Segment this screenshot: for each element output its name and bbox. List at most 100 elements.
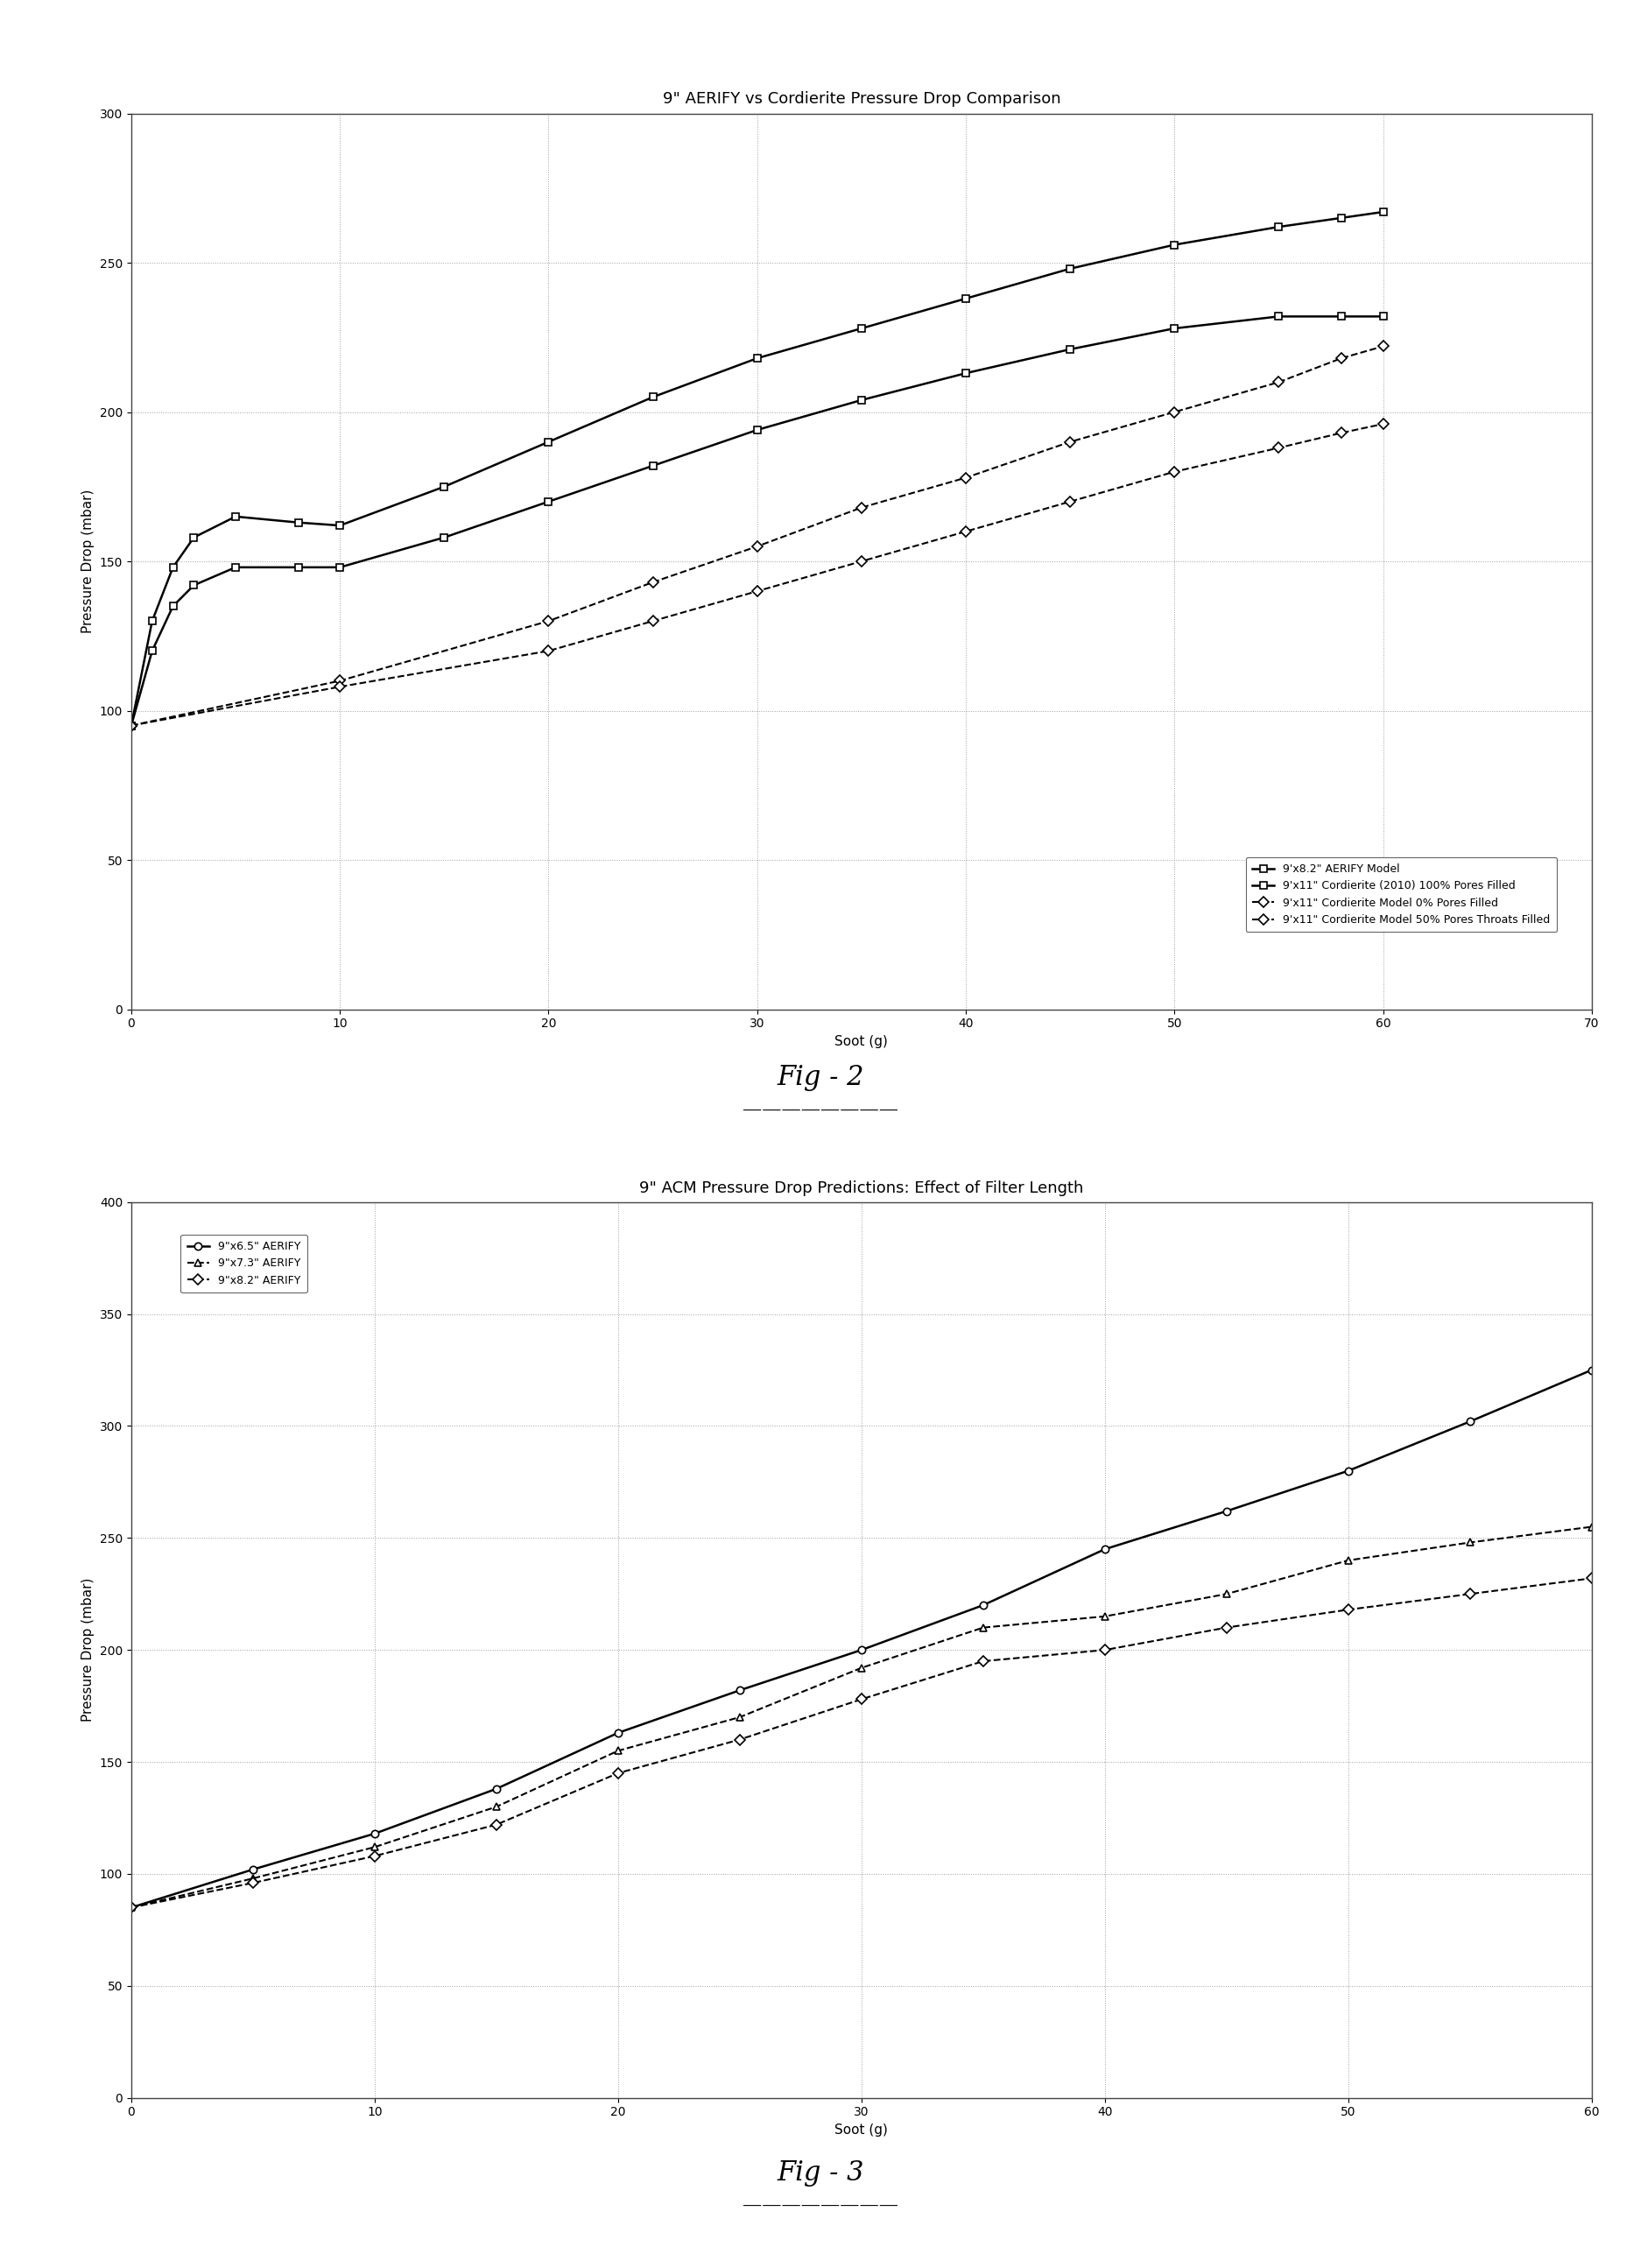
9'x11" Cordierite Model 50% Pores Throats Filled bbox=[956, 517, 976, 544]
Title: 9" ACM Pressure Drop Predictions: Effect of Filter Length: 9" ACM Pressure Drop Predictions: Effect… bbox=[640, 1179, 1082, 1195]
9'x11" Cordierite Model 0% Pores Filled bbox=[1164, 399, 1184, 426]
9'x11" Cordierite (2010) 100% Pores Filled bbox=[435, 524, 454, 551]
9"x7.3" AERIFY bbox=[1460, 1529, 1479, 1556]
9'x11" Cordierite Model 0% Pores Filled bbox=[1330, 345, 1350, 372]
X-axis label: Soot (g): Soot (g) bbox=[835, 2123, 887, 2136]
9"x8.2" AERIFY bbox=[973, 1647, 992, 1674]
X-axis label: Soot (g): Soot (g) bbox=[835, 1034, 887, 1048]
9'x11" Cordierite (2010) 100% Pores Filled bbox=[538, 488, 558, 515]
9"x6.5" AERIFY bbox=[608, 1719, 628, 1746]
9"x8.2" AERIFY bbox=[851, 1685, 871, 1712]
9'x11" Cordierite Model 0% Pores Filled bbox=[643, 569, 663, 596]
9'x8.2" AERIFY Model bbox=[435, 474, 454, 501]
9"x6.5" AERIFY bbox=[1338, 1456, 1358, 1483]
9'x11" Cordierite Model 50% Pores Throats Filled bbox=[330, 674, 349, 701]
9'x8.2" AERIFY Model bbox=[1268, 213, 1287, 240]
Line: 9"x8.2" AERIFY: 9"x8.2" AERIFY bbox=[128, 1574, 1594, 1912]
Y-axis label: Pressure Drop (mbar): Pressure Drop (mbar) bbox=[82, 1579, 95, 1721]
9'x11" Cordierite (2010) 100% Pores Filled bbox=[184, 572, 203, 599]
9'x11" Cordierite (2010) 100% Pores Filled bbox=[1268, 304, 1287, 331]
9'x11" Cordierite Model 50% Pores Throats Filled bbox=[746, 578, 766, 606]
9'x8.2" AERIFY Model bbox=[1373, 197, 1392, 225]
9"x6.5" AERIFY bbox=[121, 1894, 141, 1921]
9'x8.2" AERIFY Model bbox=[538, 429, 558, 456]
9'x11" Cordierite (2010) 100% Pores Filled bbox=[289, 553, 308, 581]
9"x8.2" AERIFY bbox=[364, 1842, 384, 1869]
Legend: 9"x6.5" AERIFY, 9"x7.3" AERIFY, 9"x8.2" AERIFY: 9"x6.5" AERIFY, 9"x7.3" AERIFY, 9"x8.2" … bbox=[180, 1234, 307, 1293]
9"x6.5" AERIFY bbox=[485, 1776, 505, 1803]
Line: 9'x11" Cordierite (2010) 100% Pores Filled: 9'x11" Cordierite (2010) 100% Pores Fill… bbox=[128, 313, 1386, 730]
9"x8.2" AERIFY bbox=[1094, 1637, 1114, 1665]
9'x8.2" AERIFY Model bbox=[184, 524, 203, 551]
9'x8.2" AERIFY Model bbox=[643, 383, 663, 411]
9'x8.2" AERIFY Model bbox=[121, 712, 141, 739]
9"x7.3" AERIFY bbox=[973, 1615, 992, 1642]
9"x7.3" AERIFY bbox=[485, 1794, 505, 1821]
9'x11" Cordierite Model 0% Pores Filled bbox=[851, 494, 871, 522]
9'x8.2" AERIFY Model bbox=[330, 513, 349, 540]
9'x11" Cordierite Model 50% Pores Throats Filled bbox=[1164, 458, 1184, 485]
Line: 9"x7.3" AERIFY: 9"x7.3" AERIFY bbox=[128, 1524, 1594, 1912]
9"x7.3" AERIFY bbox=[364, 1833, 384, 1860]
9'x11" Cordierite Model 50% Pores Throats Filled bbox=[1059, 488, 1079, 515]
9'x8.2" AERIFY Model bbox=[162, 553, 182, 581]
Line: 9'x8.2" AERIFY Model: 9'x8.2" AERIFY Model bbox=[128, 209, 1386, 730]
9'x11" Cordierite (2010) 100% Pores Filled bbox=[851, 386, 871, 413]
9'x11" Cordierite Model 50% Pores Throats Filled bbox=[538, 637, 558, 665]
9'x11" Cordierite (2010) 100% Pores Filled bbox=[956, 361, 976, 388]
9'x11" Cordierite Model 50% Pores Throats Filled bbox=[1268, 433, 1287, 460]
9'x11" Cordierite (2010) 100% Pores Filled bbox=[1059, 336, 1079, 363]
9'x11" Cordierite Model 0% Pores Filled bbox=[1059, 429, 1079, 456]
9'x11" Cordierite (2010) 100% Pores Filled bbox=[226, 553, 246, 581]
9"x8.2" AERIFY bbox=[1581, 1565, 1601, 1592]
9"x6.5" AERIFY bbox=[1581, 1356, 1601, 1383]
9'x11" Cordierite (2010) 100% Pores Filled bbox=[330, 553, 349, 581]
9'x11" Cordierite Model 0% Pores Filled bbox=[330, 667, 349, 694]
9'x11" Cordierite Model 0% Pores Filled bbox=[746, 533, 766, 560]
9"x6.5" AERIFY bbox=[243, 1855, 262, 1882]
9'x8.2" AERIFY Model bbox=[746, 345, 766, 372]
9'x11" Cordierite Model 0% Pores Filled bbox=[1268, 367, 1287, 395]
9"x8.2" AERIFY bbox=[730, 1726, 749, 1753]
9"x7.3" AERIFY bbox=[1338, 1547, 1358, 1574]
9"x6.5" AERIFY bbox=[1460, 1408, 1479, 1436]
Line: 9"x6.5" AERIFY: 9"x6.5" AERIFY bbox=[128, 1365, 1594, 1912]
9'x8.2" AERIFY Model bbox=[143, 608, 162, 635]
9"x8.2" AERIFY bbox=[485, 1812, 505, 1839]
9'x8.2" AERIFY Model bbox=[1330, 204, 1350, 231]
9"x8.2" AERIFY bbox=[121, 1894, 141, 1921]
9"x7.3" AERIFY bbox=[851, 1653, 871, 1681]
9"x7.3" AERIFY bbox=[121, 1894, 141, 1921]
9'x11" Cordierite (2010) 100% Pores Filled bbox=[746, 417, 766, 445]
9'x8.2" AERIFY Model bbox=[1059, 254, 1079, 281]
9'x11" Cordierite (2010) 100% Pores Filled bbox=[143, 637, 162, 665]
9'x8.2" AERIFY Model bbox=[226, 503, 246, 531]
9'x11" Cordierite (2010) 100% Pores Filled bbox=[643, 451, 663, 479]
9'x11" Cordierite Model 50% Pores Throats Filled bbox=[1330, 420, 1350, 447]
9"x8.2" AERIFY bbox=[1338, 1597, 1358, 1624]
9'x8.2" AERIFY Model bbox=[1164, 231, 1184, 259]
9"x8.2" AERIFY bbox=[608, 1760, 628, 1787]
9"x7.3" AERIFY bbox=[1215, 1581, 1237, 1608]
9'x11" Cordierite Model 50% Pores Throats Filled bbox=[643, 608, 663, 635]
9'x11" Cordierite (2010) 100% Pores Filled bbox=[1330, 304, 1350, 331]
9"x7.3" AERIFY bbox=[243, 1864, 262, 1892]
9"x8.2" AERIFY bbox=[243, 1869, 262, 1896]
9'x8.2" AERIFY Model bbox=[289, 508, 308, 535]
9'x8.2" AERIFY Model bbox=[956, 286, 976, 313]
9'x11" Cordierite Model 0% Pores Filled bbox=[956, 465, 976, 492]
9"x6.5" AERIFY bbox=[730, 1676, 749, 1703]
9'x8.2" AERIFY Model bbox=[851, 315, 871, 342]
9"x6.5" AERIFY bbox=[851, 1637, 871, 1665]
Legend: 9'x8.2" AERIFY Model, 9'x11" Cordierite (2010) 100% Pores Filled, 9'x11" Cordier: 9'x8.2" AERIFY Model, 9'x11" Cordierite … bbox=[1245, 857, 1556, 932]
9'x11" Cordierite Model 50% Pores Throats Filled bbox=[851, 549, 871, 576]
Text: ————————: ———————— bbox=[743, 1102, 897, 1120]
9"x6.5" AERIFY bbox=[1094, 1535, 1114, 1563]
9"x6.5" AERIFY bbox=[1215, 1497, 1237, 1524]
9"x8.2" AERIFY bbox=[1460, 1581, 1479, 1608]
9"x8.2" AERIFY bbox=[1215, 1615, 1237, 1642]
9"x6.5" AERIFY bbox=[364, 1819, 384, 1846]
Text: ————————: ———————— bbox=[743, 2198, 897, 2216]
9"x6.5" AERIFY bbox=[973, 1592, 992, 1619]
9'x11" Cordierite (2010) 100% Pores Filled bbox=[1164, 315, 1184, 342]
